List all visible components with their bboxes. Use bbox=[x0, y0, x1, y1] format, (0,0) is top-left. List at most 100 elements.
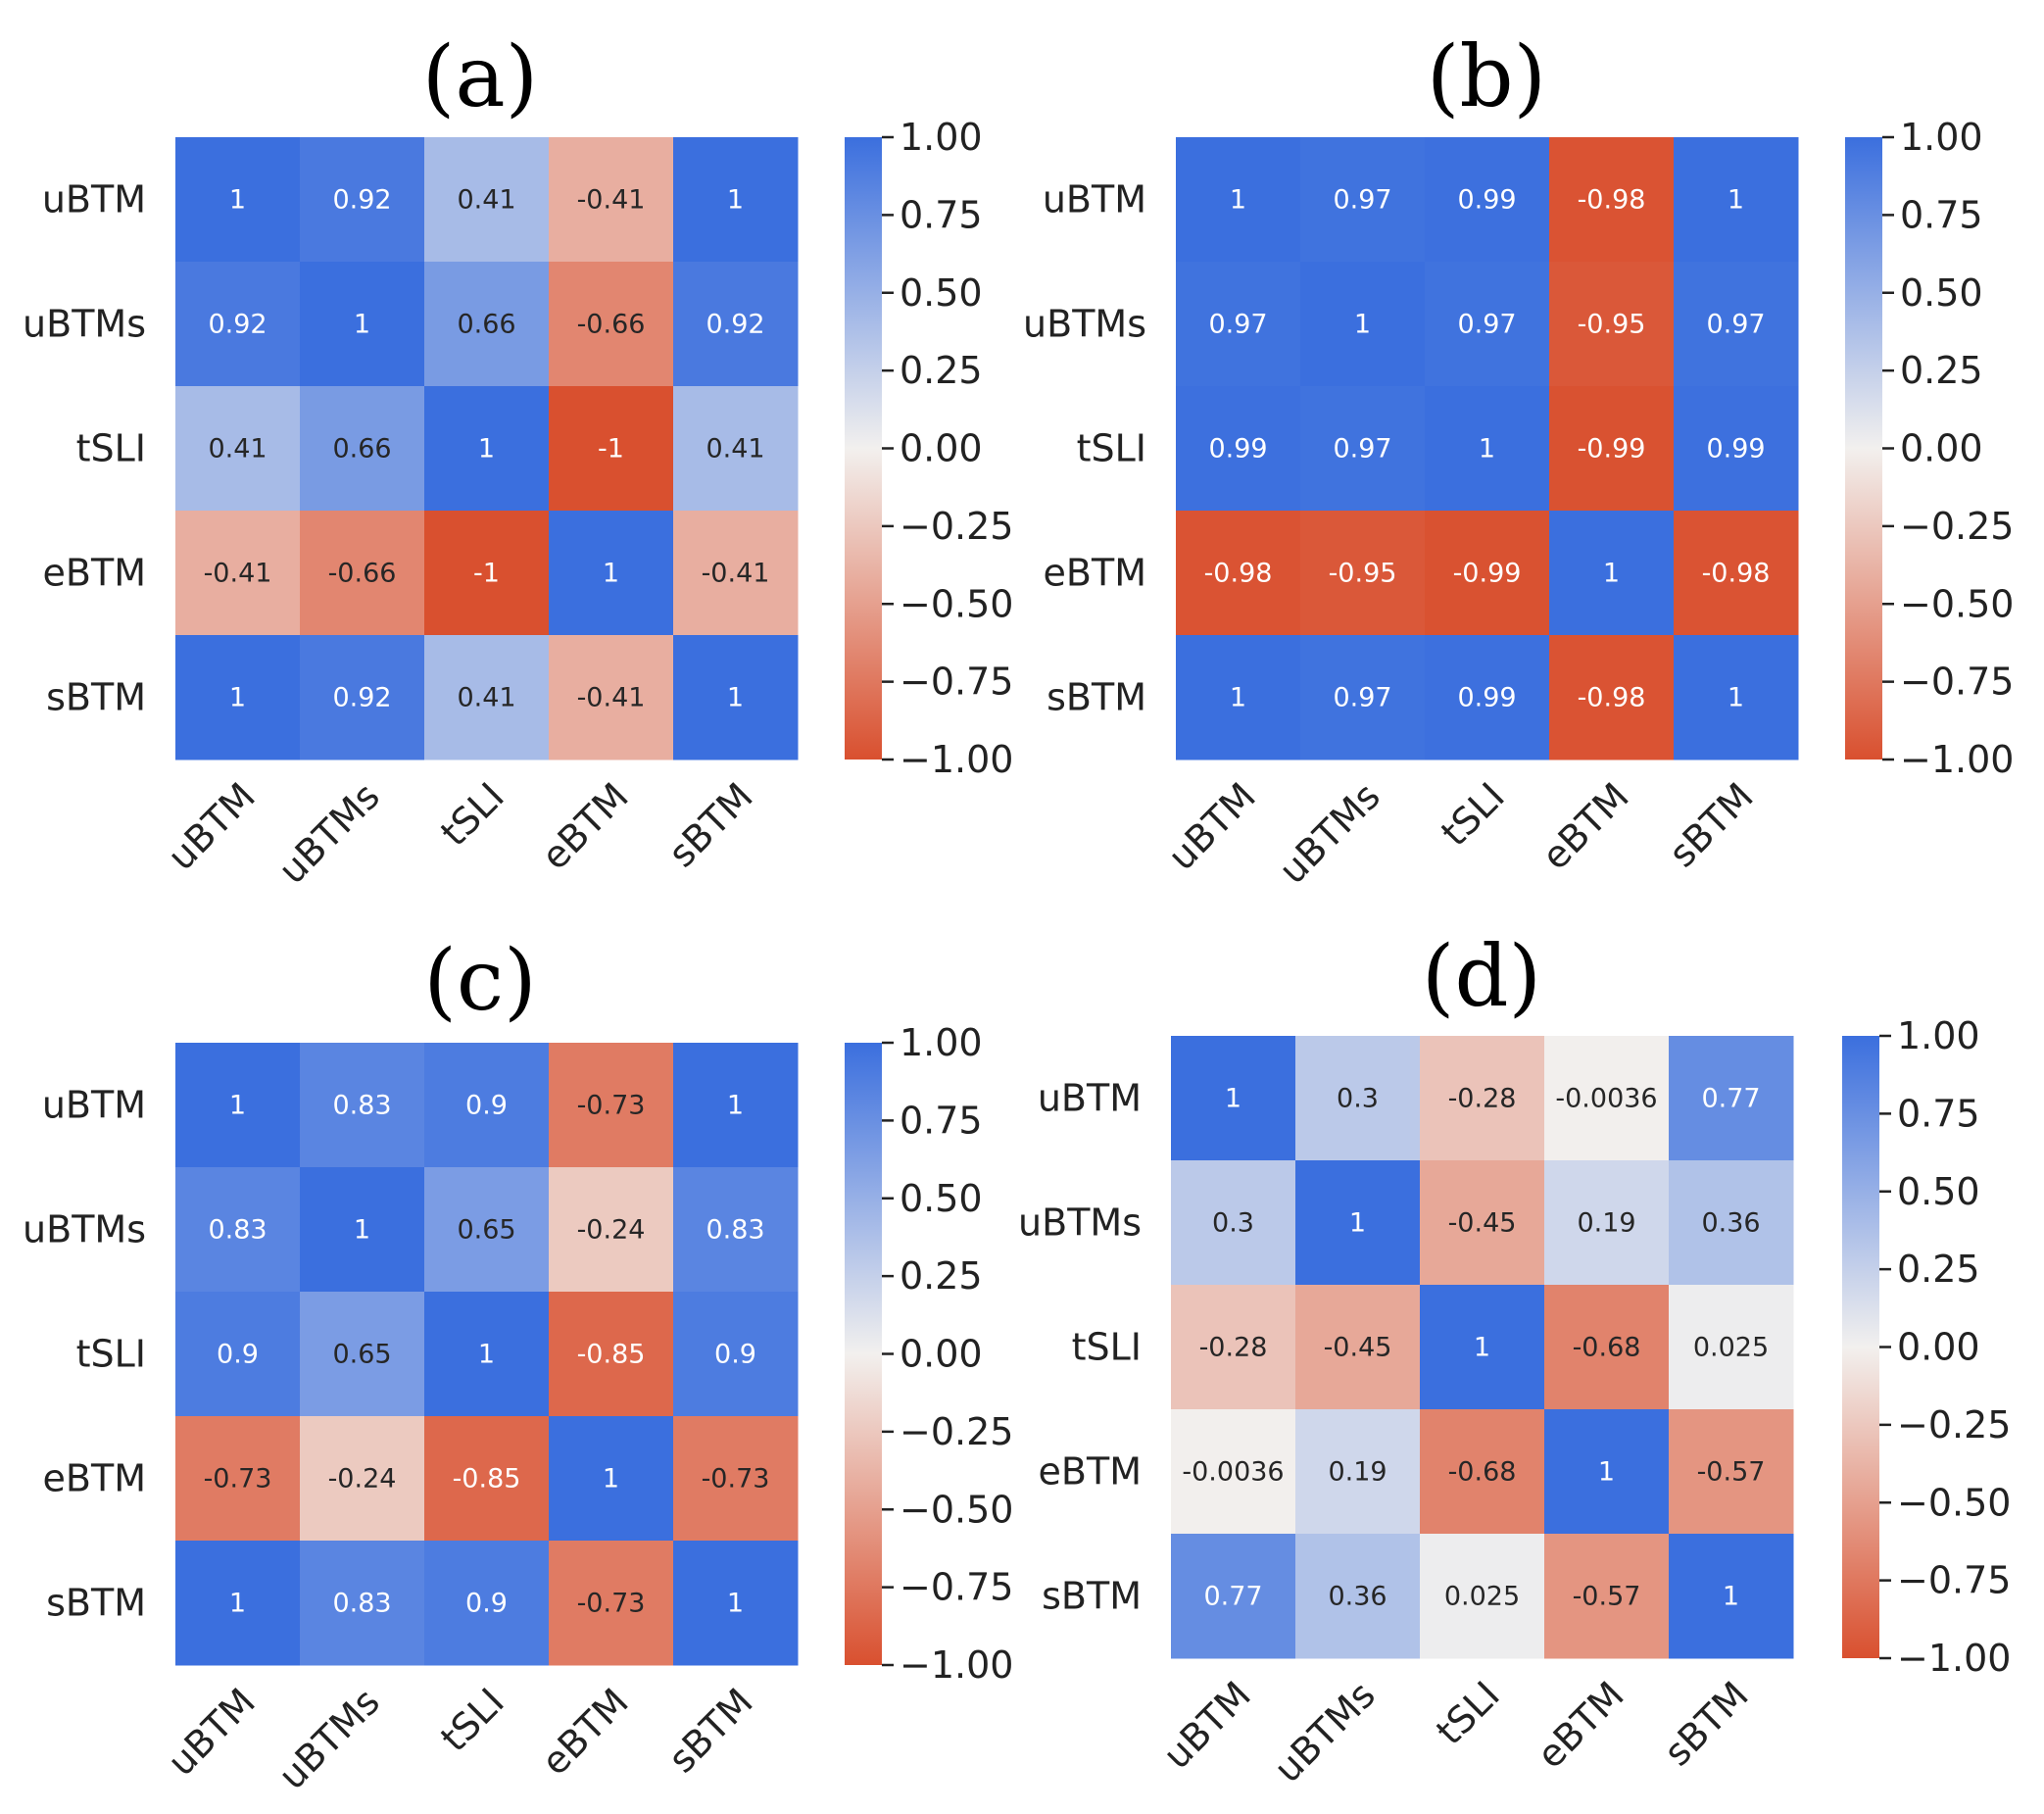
cell-value-label: 0.97 bbox=[1333, 683, 1391, 713]
colorbar-tick-label: −1.00 bbox=[900, 1643, 1013, 1687]
cell-value-label: -0.66 bbox=[577, 310, 646, 340]
colorbar-tick-label: 0.25 bbox=[900, 1254, 983, 1298]
heatmap-cell bbox=[1300, 511, 1426, 636]
heatmap-cell bbox=[300, 511, 425, 636]
heatmap-cell bbox=[300, 137, 425, 263]
cell-value-label: 0.9 bbox=[465, 1589, 508, 1619]
colorbar-tick-label: 1.00 bbox=[1897, 1014, 1980, 1057]
cell-value-label: 0.99 bbox=[1457, 683, 1516, 713]
col-tick-label: tSLI bbox=[432, 1680, 512, 1760]
heatmap-panel-c: (c) 1 0.83 0.9 -0.73 1 0.83 1 0.65 -0.24 0.83 0.9 0.… bbox=[23, 932, 1013, 1797]
col-tick-label: eBTM bbox=[1533, 774, 1637, 878]
heatmap-cell bbox=[1420, 1409, 1545, 1535]
colorbar-tick-label: −1.00 bbox=[900, 738, 1013, 781]
heatmap-cell bbox=[1176, 262, 1301, 387]
heatmap-cell bbox=[175, 137, 301, 263]
heatmap-panel-a: (a) 1 0.92 0.41 -0.41 1 0.92 1 0.66 -0.66 0.92 0.41… bbox=[23, 28, 1013, 892]
colorbar bbox=[1842, 1036, 1879, 1658]
heatmap-cell bbox=[1420, 1036, 1545, 1161]
cell-value-label: 1 bbox=[1723, 1582, 1739, 1612]
heatmap-cell bbox=[300, 1541, 425, 1666]
heatmap-cell bbox=[1674, 386, 1799, 512]
cell-value-label: -0.73 bbox=[702, 1464, 770, 1495]
cell-value-label: 0.9 bbox=[217, 1340, 259, 1370]
heatmap-cell bbox=[175, 386, 301, 512]
cell-value-label: 0.025 bbox=[1693, 1333, 1769, 1363]
cell-value-label: -0.57 bbox=[1573, 1582, 1641, 1612]
cell-value-label: 1 bbox=[727, 1589, 744, 1619]
heatmap-cell bbox=[1669, 1285, 1794, 1410]
cell-value-label: 1 bbox=[1230, 185, 1246, 216]
heatmap-cell bbox=[424, 1043, 550, 1168]
cell-value-label: -0.24 bbox=[577, 1215, 646, 1246]
cell-value-label: 1 bbox=[478, 1340, 495, 1370]
col-tick-label: uBTMs bbox=[1266, 1673, 1384, 1790]
heatmap-cell bbox=[175, 1167, 301, 1293]
colorbar-tick-label: −0.25 bbox=[1897, 1403, 2011, 1446]
cell-value-label: 0.66 bbox=[457, 310, 515, 340]
cell-value-label: 1 bbox=[229, 683, 246, 713]
cell-value-label: -0.41 bbox=[577, 185, 646, 216]
row-tick-label: uBTMs bbox=[23, 1208, 146, 1251]
colorbar bbox=[845, 137, 882, 760]
heatmap-cell bbox=[1549, 635, 1675, 760]
cell-value-label: 0.92 bbox=[332, 185, 391, 216]
colorbar-tick-label: −0.75 bbox=[900, 1566, 1013, 1609]
heatmap-cell bbox=[1176, 511, 1301, 636]
cell-value-label: 0.99 bbox=[1457, 185, 1516, 216]
cell-value-label: 0.41 bbox=[457, 683, 515, 713]
heatmap-cell bbox=[673, 262, 799, 387]
heatmap-cell bbox=[549, 1541, 674, 1666]
heatmap-cell bbox=[549, 386, 674, 512]
cell-value-label: -0.85 bbox=[453, 1464, 521, 1495]
cell-value-label: 0.99 bbox=[1208, 434, 1267, 465]
cell-value-label: 0.025 bbox=[1444, 1582, 1520, 1612]
cell-value-label: -0.73 bbox=[204, 1464, 272, 1495]
heatmap-cell bbox=[1176, 137, 1301, 263]
col-tick-label: uBTM bbox=[160, 1680, 264, 1784]
cell-value-label: 0.97 bbox=[1457, 310, 1516, 340]
cell-value-label: -0.24 bbox=[328, 1464, 397, 1495]
col-tick-label: uBTMs bbox=[270, 1680, 388, 1797]
col-tick-label: tSLI bbox=[432, 774, 512, 855]
cell-value-label: -0.66 bbox=[328, 559, 397, 589]
col-tick-label: sBTM bbox=[660, 1680, 761, 1781]
cell-value-label: -0.99 bbox=[1453, 559, 1522, 589]
colorbar-tick-label: 1.00 bbox=[900, 1021, 983, 1064]
row-tick-label: sBTM bbox=[46, 676, 146, 719]
cell-value-label: 0.9 bbox=[714, 1340, 756, 1370]
row-tick-label: sBTM bbox=[1042, 1575, 1142, 1618]
cell-value-label: 0.3 bbox=[1212, 1208, 1254, 1239]
heatmap-cell bbox=[1425, 386, 1550, 512]
cell-value-label: 1 bbox=[603, 559, 619, 589]
heatmap-cell bbox=[673, 1416, 799, 1542]
cell-value-label: -0.98 bbox=[1702, 559, 1771, 589]
col-tick-label: sBTM bbox=[1656, 1673, 1757, 1774]
heatmap-cell bbox=[175, 1416, 301, 1542]
heatmap-cell bbox=[1295, 1160, 1421, 1286]
col-tick-label: eBTM bbox=[533, 1680, 637, 1784]
heatmap-cell bbox=[424, 1541, 550, 1666]
heatmap-cell bbox=[1300, 262, 1426, 387]
colorbar-tick-label: −0.50 bbox=[900, 582, 1013, 625]
heatmap-cell bbox=[1171, 1285, 1296, 1410]
heatmap-cell bbox=[300, 1416, 425, 1542]
heatmap-cell bbox=[673, 1043, 799, 1168]
cell-value-label: 0.9 bbox=[465, 1091, 508, 1121]
heatmap-cell bbox=[673, 1541, 799, 1666]
cell-value-label: 1 bbox=[1349, 1208, 1366, 1239]
heatmap-cell bbox=[300, 1292, 425, 1417]
cell-value-label: -0.57 bbox=[1697, 1457, 1766, 1488]
cell-value-label: 0.36 bbox=[1701, 1208, 1760, 1239]
heatmap-cell bbox=[1176, 386, 1301, 512]
cell-value-label: 1 bbox=[727, 683, 744, 713]
cell-value-label: -0.98 bbox=[1578, 683, 1646, 713]
heatmap-cell bbox=[549, 262, 674, 387]
panel-title: (c) bbox=[423, 932, 536, 1030]
cell-value-label: 0.36 bbox=[1328, 1582, 1387, 1612]
colorbar-tick-label: −1.00 bbox=[1900, 738, 2014, 781]
heatmap-panel-b: (b) 1 0.97 0.99 -0.98 1 0.97 1 0.97 -0.95 0.97 0.99… bbox=[1023, 28, 2014, 892]
heatmap-cell bbox=[1669, 1160, 1794, 1286]
panel-title: (b) bbox=[1427, 28, 1546, 126]
